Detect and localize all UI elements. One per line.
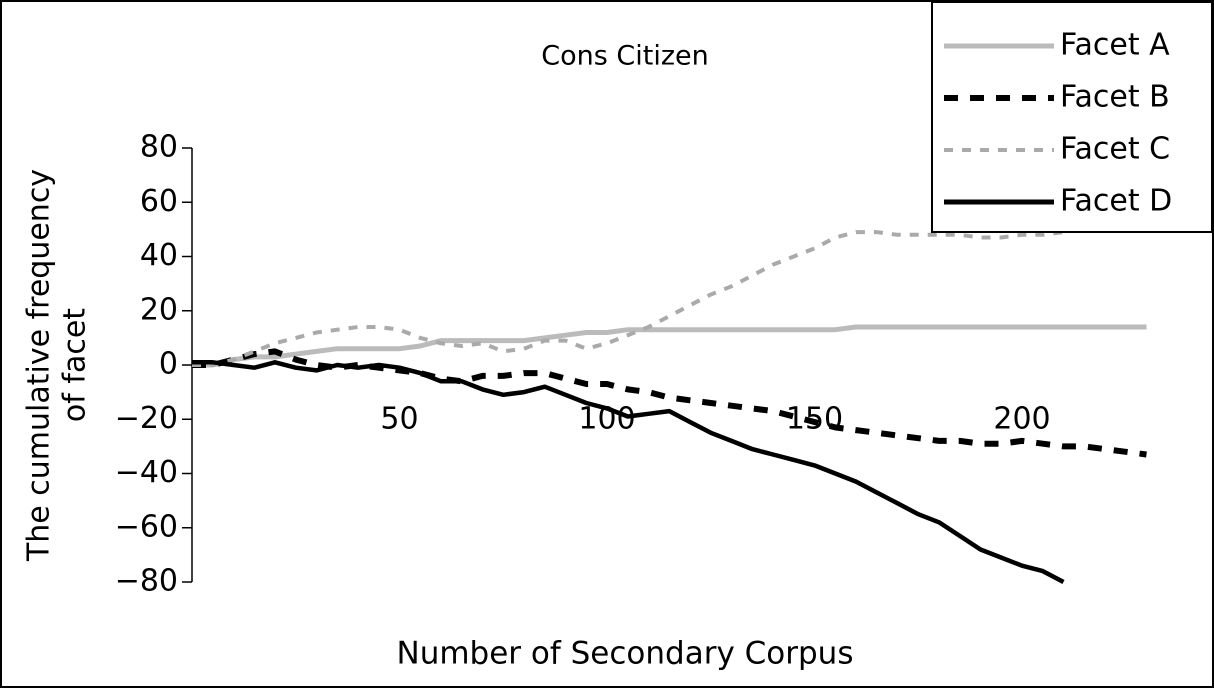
legend-box — [931, 1, 1213, 233]
y-axis-label: The cumulative frequency of facet — [22, 169, 93, 562]
x-tick-label: 200 — [993, 402, 1050, 437]
y-tick-label: −80 — [115, 564, 178, 599]
legend-label: Facet A — [1060, 28, 1170, 63]
legend-label: Facet D — [1060, 184, 1172, 219]
y-axis-label-line: The cumulative frequency — [22, 169, 57, 562]
y-axis-label-line: of facet — [58, 308, 93, 422]
y-tick-label: 60 — [140, 184, 178, 219]
chart-title: Cons Citizen — [541, 41, 708, 72]
y-tick-label: 40 — [140, 238, 178, 273]
legend-label: Facet B — [1060, 80, 1170, 115]
y-tick-label: −40 — [115, 455, 178, 490]
series-line — [192, 219, 1147, 367]
y-tick-label: −20 — [115, 401, 178, 436]
series-line — [192, 360, 1065, 584]
y-tick-label: 80 — [140, 130, 178, 165]
legend-label: Facet C — [1060, 132, 1170, 167]
y-tick-label: −60 — [115, 509, 178, 544]
series-line — [192, 324, 1147, 368]
x-axis-label: Number of Secondary Corpus — [397, 636, 854, 672]
x-tick-label: 50 — [380, 402, 418, 437]
y-tick-label: 20 — [140, 292, 178, 327]
y-tick-label: 0 — [159, 347, 178, 382]
